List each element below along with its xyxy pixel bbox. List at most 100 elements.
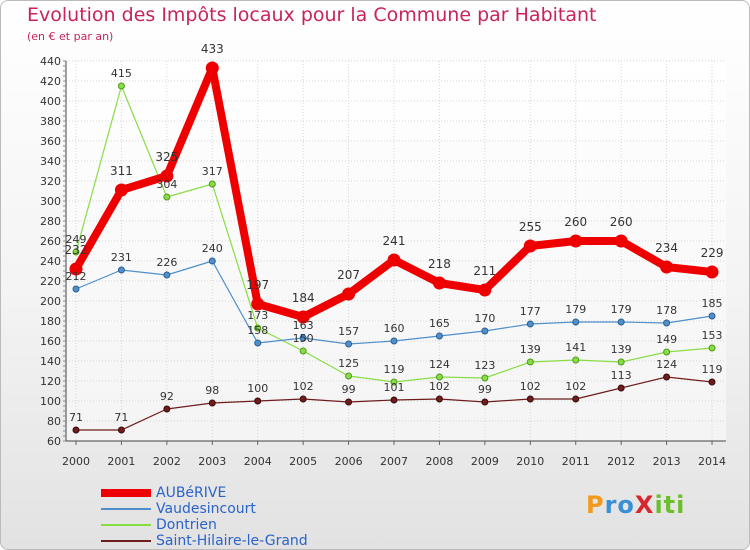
x-tick-label: 2012: [607, 455, 635, 468]
data-label: 433: [201, 42, 224, 56]
data-point: [478, 283, 492, 297]
data-point: [299, 334, 307, 342]
data-point: [569, 234, 583, 248]
data-point: [117, 426, 125, 434]
series-group: 71 71 92 98 100 102 99 101 102 99 102 102 113 124 119 2…: [65, 42, 723, 434]
data-point: [114, 183, 128, 197]
data-label: 415: [111, 67, 132, 80]
plot-area: [66, 61, 726, 441]
data-point: [117, 266, 125, 274]
data-label: 311: [110, 164, 133, 178]
series-1: [72, 257, 716, 348]
data-point: [205, 61, 219, 75]
data-label: 139: [611, 343, 632, 356]
legend-label-dontrien: Dontrien: [156, 517, 217, 533]
data-label: 102: [565, 380, 586, 393]
data-label: 124: [429, 358, 450, 371]
data-label: 102: [520, 380, 541, 393]
data-label: 123: [474, 359, 495, 372]
data-point: [481, 398, 489, 406]
y-tick-label: 60: [47, 435, 61, 448]
y-tick-label: 160: [40, 335, 61, 348]
data-label: 141: [565, 341, 586, 354]
data-label: 240: [202, 242, 223, 255]
y-tick-label: 120: [40, 375, 61, 388]
data-label: 325: [155, 150, 178, 164]
data-point: [526, 320, 534, 328]
data-label: 160: [384, 322, 405, 335]
data-point: [435, 332, 443, 340]
legend-swatch-vaudesincourt: [101, 508, 151, 510]
data-point: [387, 253, 401, 267]
y-tick-label: 280: [40, 215, 61, 228]
y-tick-label: 420: [40, 75, 61, 88]
x-tick-label: 2004: [244, 455, 272, 468]
series-3: [72, 373, 716, 434]
data-point: [663, 373, 671, 381]
data-label: 119: [384, 363, 405, 376]
data-point: [572, 318, 580, 326]
x-tick-label: 2008: [425, 455, 453, 468]
data-label: 163: [293, 319, 314, 332]
data-label: 184: [292, 291, 315, 305]
data-label: 170: [474, 312, 495, 325]
y-tick-label: 380: [40, 115, 61, 128]
x-tick-label: 2013: [653, 455, 681, 468]
y-tick-label: 320: [40, 175, 61, 188]
series-0: [69, 61, 719, 324]
data-label: 149: [656, 333, 677, 346]
chart-subtitle: (en € et par an): [27, 30, 114, 43]
legend-label-aubrive: AUBéRIVE: [156, 485, 227, 501]
data-point: [614, 234, 628, 248]
data-label: 304: [156, 178, 177, 191]
data-label: 150: [293, 332, 314, 345]
data-point: [254, 324, 262, 332]
x-tick-label: 2010: [516, 455, 544, 468]
data-label: 317: [202, 165, 223, 178]
data-label: 102: [293, 380, 314, 393]
data-label: 71: [114, 411, 128, 424]
data-label: 99: [478, 383, 492, 396]
data-label: 179: [611, 303, 632, 316]
proxiti-logo: ProXiti: [586, 491, 686, 519]
data-point: [299, 347, 307, 355]
data-point: [708, 312, 716, 320]
data-label: 197: [246, 278, 269, 292]
legend-swatch-dontrien: [101, 524, 151, 526]
data-point: [163, 271, 171, 279]
data-point: [345, 398, 353, 406]
legend-label-vaudesincourt: Vaudesincourt: [156, 501, 256, 517]
data-point: [72, 426, 80, 434]
data-label: 234: [655, 241, 678, 255]
data-point: [705, 265, 719, 279]
data-label: 260: [610, 215, 633, 229]
data-point: [663, 319, 671, 327]
data-point: [481, 327, 489, 335]
data-label: 173: [247, 309, 268, 322]
data-point: [163, 193, 171, 201]
data-label: 92: [160, 390, 174, 403]
data-point: [526, 358, 534, 366]
data-label: 211: [473, 264, 496, 278]
x-tick-label: 2005: [289, 455, 317, 468]
data-label: 241: [383, 234, 406, 248]
data-label: 113: [611, 369, 632, 382]
data-label: 260: [564, 215, 587, 229]
y-tick-label: 220: [40, 275, 61, 288]
data-point: [390, 396, 398, 404]
data-label: 177: [520, 305, 541, 318]
x-tick-label: 2007: [380, 455, 408, 468]
data-point: [390, 337, 398, 345]
x-tick-label: 2000: [62, 455, 90, 468]
data-label: 124: [656, 358, 677, 371]
y-tick-label: 400: [40, 95, 61, 108]
data-point: [617, 358, 625, 366]
legend-swatch-saint-hilaire: [101, 540, 151, 542]
data-label: 207: [337, 268, 360, 282]
data-label: 101: [384, 381, 405, 394]
legend-swatch-aubrive: [101, 489, 151, 497]
y-tick-label: 180: [40, 315, 61, 328]
y-tick-label: 440: [40, 55, 61, 68]
data-point: [254, 339, 262, 347]
data-label: 125: [338, 357, 359, 370]
